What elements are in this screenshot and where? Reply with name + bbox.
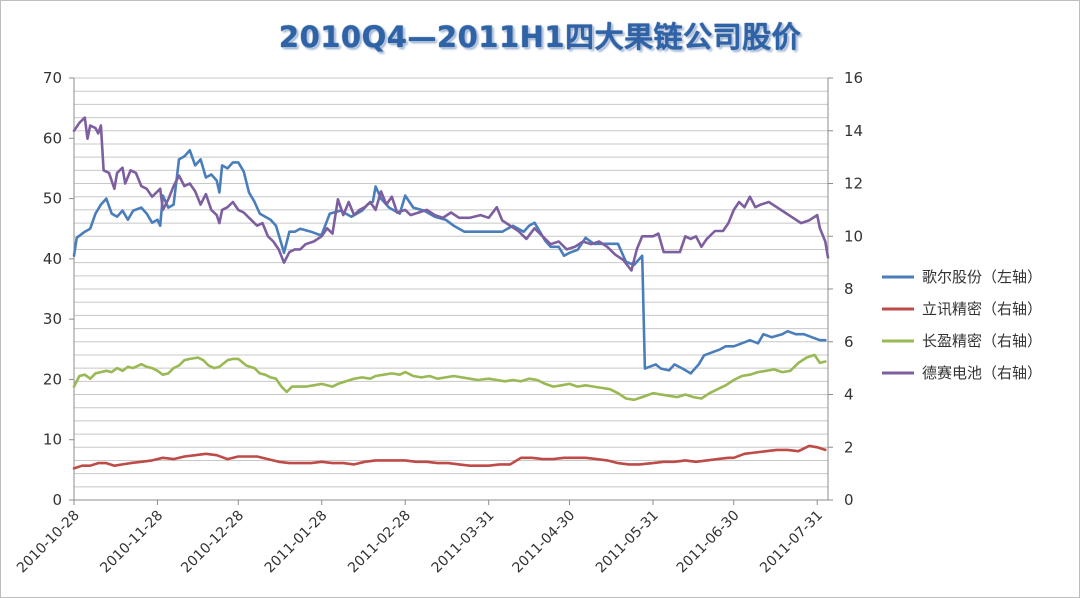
x-tick-label: 2011-06-30 xyxy=(674,508,743,577)
left-tick-label: 70 xyxy=(43,69,62,87)
x-tick-label: 2011-05-31 xyxy=(593,508,662,577)
x-tick-label: 2010-12-28 xyxy=(178,508,247,577)
right-tick-label: 6 xyxy=(844,333,854,351)
x-tick-label: 2011-07-31 xyxy=(757,508,826,577)
left-tick-label: 50 xyxy=(43,190,62,208)
x-tick-label: 2010-11-28 xyxy=(97,508,166,577)
gridlines xyxy=(74,77,828,501)
left-tick-label: 60 xyxy=(43,129,62,147)
right-tick-label: 14 xyxy=(844,122,863,140)
x-tick-label: 2011-01-28 xyxy=(262,508,331,577)
left-tick-label: 40 xyxy=(43,250,62,268)
left-tick-label: 10 xyxy=(43,431,62,449)
chart-title: 2010Q4—2011H1四大果链公司股价 xyxy=(278,20,802,54)
right-tick-label: 16 xyxy=(844,69,863,87)
left-tick-label: 30 xyxy=(43,310,62,328)
left-tick-label: 20 xyxy=(43,370,62,388)
series-line xyxy=(72,116,830,272)
series-lines xyxy=(72,116,830,470)
right-tick-label: 0 xyxy=(844,491,854,509)
left-tick-label: 0 xyxy=(52,491,62,509)
legend-label: 长盈精密（右轴） xyxy=(922,332,1042,350)
right-tick-label: 8 xyxy=(844,280,854,298)
legend-label: 歌尔股份（左轴） xyxy=(922,268,1042,286)
right-tick-label: 10 xyxy=(844,227,863,245)
series-line xyxy=(72,444,827,470)
series-line xyxy=(72,149,827,375)
right-tick-label: 12 xyxy=(844,175,863,193)
series-line xyxy=(72,353,827,402)
x-tick-label: 2010-10-28 xyxy=(14,508,83,577)
right-tick-label: 2 xyxy=(844,438,854,456)
legend: 歌尔股份（左轴） 立讯精密（右轴） 长盈精密（右轴） 德赛电池（右轴） xyxy=(882,268,1042,382)
legend-label: 德赛电池（右轴） xyxy=(922,364,1042,382)
legend-label: 立讯精密（右轴） xyxy=(922,300,1042,318)
x-tick-label: 2011-03-31 xyxy=(429,508,498,577)
x-tick-label: 2011-04-30 xyxy=(509,508,578,577)
right-tick-label: 4 xyxy=(844,386,854,404)
x-tick-label: 2011-02-28 xyxy=(345,508,414,577)
